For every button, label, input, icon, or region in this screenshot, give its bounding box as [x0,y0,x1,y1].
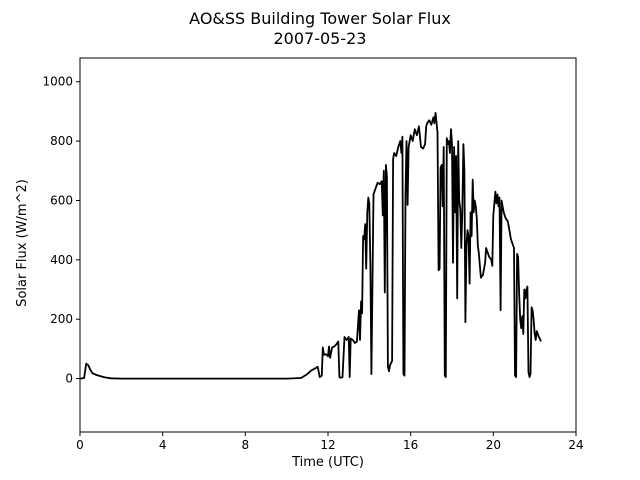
x-tick-label: 16 [403,438,418,452]
y-axis-label: Solar Flux (W/m^2) [15,179,30,307]
x-tick-label: 4 [159,438,167,452]
y-tick-label: 1000 [42,75,73,89]
y-tick-label: 600 [50,193,73,207]
y-tick-label: 200 [50,312,73,326]
y-axis: 0 200 400 600 800 1000 [42,75,80,386]
x-axis: 0 4 8 12 16 20 24 [76,432,584,452]
plot-area [79,57,577,433]
chart-title: AO&SS Building Tower Solar Flux [189,9,451,28]
x-tick-label: 24 [568,438,583,452]
y-tick-label: 0 [65,372,73,386]
x-tick-label: 0 [76,438,84,452]
x-tick-label: 20 [486,438,501,452]
y-tick-label: 800 [50,134,73,148]
x-tick-label: 8 [242,438,250,452]
y-tick-label: 400 [50,253,73,267]
chart-subtitle: 2007-05-23 [274,29,367,48]
x-tick-label: 12 [320,438,335,452]
flux-series-line [79,112,542,380]
x-axis-label: Time (UTC) [291,455,364,470]
